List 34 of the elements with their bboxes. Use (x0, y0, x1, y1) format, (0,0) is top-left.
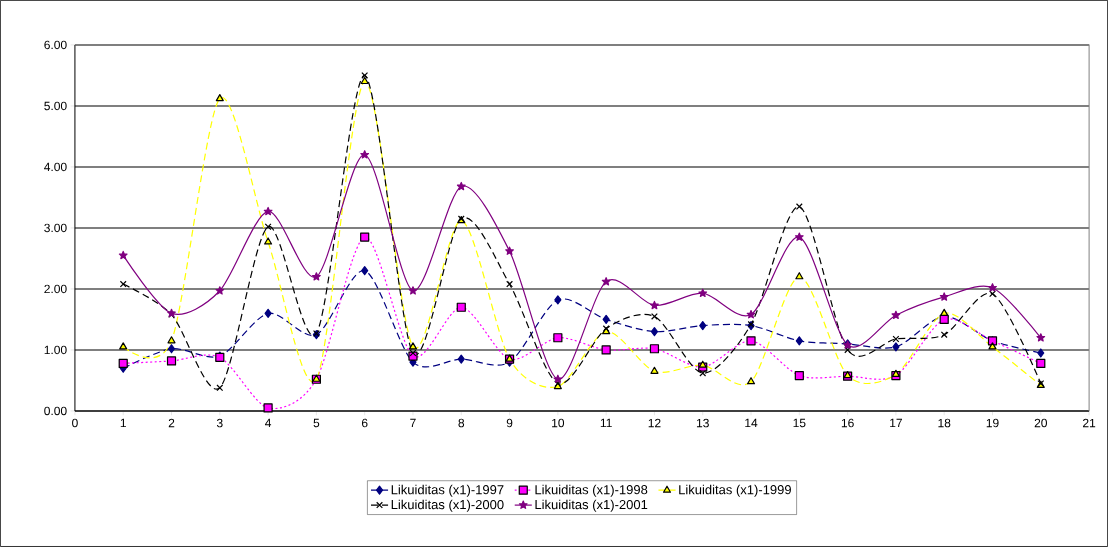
y-tick-label: 0.00 (44, 406, 67, 416)
y-tick-label: 2.00 (44, 284, 67, 294)
x-tick-label: 1 (120, 418, 126, 428)
x-tick-label: 2 (168, 418, 175, 428)
x-tick-label: 17 (890, 418, 902, 428)
x-tick-label: 7 (410, 418, 416, 428)
x-tick-label: 6 (361, 418, 368, 428)
x-tick-label: 10 (552, 418, 565, 428)
x-tick-label: 21 (1083, 418, 1096, 428)
y-tick-label: 1.00 (44, 345, 67, 355)
x-tick-label: 4 (265, 418, 272, 428)
x-tick-label: 18 (938, 418, 951, 428)
legend-label: Likuiditas (x1)-2001 (535, 499, 648, 512)
legend-label: Likuiditas (x1)-1999 (679, 484, 791, 497)
legend-label: Likuiditas (x1)-1998 (535, 484, 648, 497)
x-tick-label: 15 (793, 418, 806, 428)
x-tick-label: 11 (600, 418, 612, 428)
x-tick-label: 3 (216, 418, 223, 428)
x-tick-label: 20 (1034, 418, 1047, 428)
x-tick-label: 0 (72, 418, 78, 428)
y-tick-label: 6.00 (44, 40, 67, 50)
legend-label: Likuiditas (x1)-2000 (391, 499, 504, 512)
y-tick-label: 3.00 (44, 223, 67, 233)
y-tick-label: 5.00 (44, 101, 67, 111)
y-tick-label: 4.00 (44, 162, 67, 172)
x-tick-label: 13 (696, 418, 709, 428)
legend-label: Likuiditas (x1)-1997 (391, 484, 504, 497)
x-tick-label: 14 (745, 418, 758, 428)
x-tick-label: 16 (841, 418, 854, 428)
x-tick-label: 8 (458, 418, 465, 428)
x-tick-label: 9 (506, 418, 513, 428)
x-tick-label: 5 (313, 418, 320, 428)
x-tick-label: 12 (648, 418, 661, 428)
x-tick-label: 19 (986, 418, 999, 428)
